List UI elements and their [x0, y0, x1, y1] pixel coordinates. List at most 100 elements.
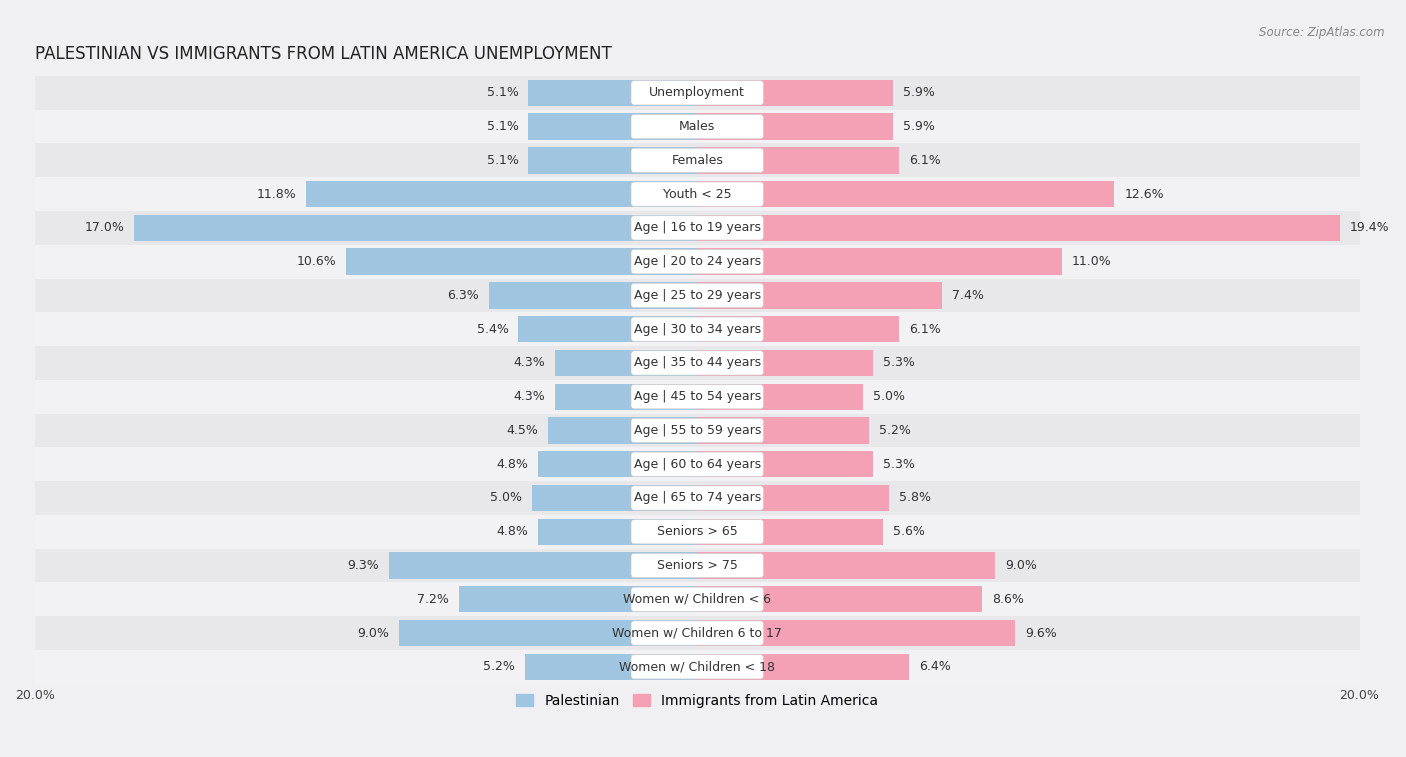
- FancyBboxPatch shape: [631, 148, 763, 173]
- Bar: [697, 586, 981, 612]
- Text: 6.1%: 6.1%: [910, 322, 941, 335]
- Text: 9.0%: 9.0%: [1005, 559, 1038, 572]
- Bar: [519, 316, 697, 342]
- FancyBboxPatch shape: [631, 452, 763, 476]
- Text: 9.3%: 9.3%: [347, 559, 380, 572]
- Bar: [389, 553, 697, 578]
- Text: 7.4%: 7.4%: [952, 289, 984, 302]
- Text: 8.6%: 8.6%: [993, 593, 1024, 606]
- FancyBboxPatch shape: [631, 114, 763, 139]
- Bar: [489, 282, 697, 309]
- Text: 4.8%: 4.8%: [496, 458, 529, 471]
- Text: Age | 55 to 59 years: Age | 55 to 59 years: [634, 424, 761, 437]
- Bar: [135, 215, 697, 241]
- Bar: [458, 586, 697, 612]
- Text: 11.0%: 11.0%: [1071, 255, 1111, 268]
- Text: 9.6%: 9.6%: [1025, 627, 1057, 640]
- Text: Age | 60 to 64 years: Age | 60 to 64 years: [634, 458, 761, 471]
- FancyBboxPatch shape: [631, 655, 763, 679]
- Text: 5.2%: 5.2%: [484, 660, 515, 673]
- Text: Women w/ Children 6 to 17: Women w/ Children 6 to 17: [612, 627, 782, 640]
- Bar: [697, 181, 1115, 207]
- Text: 10.6%: 10.6%: [297, 255, 336, 268]
- Text: 6.4%: 6.4%: [920, 660, 950, 673]
- Bar: [538, 451, 697, 478]
- Text: Age | 35 to 44 years: Age | 35 to 44 years: [634, 357, 761, 369]
- FancyBboxPatch shape: [631, 621, 763, 645]
- Bar: [35, 549, 1360, 582]
- Text: Age | 25 to 29 years: Age | 25 to 29 years: [634, 289, 761, 302]
- Text: 9.0%: 9.0%: [357, 627, 389, 640]
- FancyBboxPatch shape: [631, 216, 763, 240]
- Bar: [35, 515, 1360, 549]
- Bar: [697, 79, 893, 106]
- FancyBboxPatch shape: [631, 81, 763, 105]
- Bar: [35, 447, 1360, 481]
- Text: 17.0%: 17.0%: [84, 221, 124, 235]
- Text: Unemployment: Unemployment: [650, 86, 745, 99]
- Bar: [35, 481, 1360, 515]
- Bar: [35, 110, 1360, 144]
- Text: 5.0%: 5.0%: [873, 390, 904, 403]
- Bar: [307, 181, 697, 207]
- Bar: [529, 147, 697, 173]
- FancyBboxPatch shape: [631, 182, 763, 206]
- Bar: [35, 413, 1360, 447]
- Text: Source: ZipAtlas.com: Source: ZipAtlas.com: [1260, 26, 1385, 39]
- Text: 5.3%: 5.3%: [883, 458, 914, 471]
- Bar: [35, 177, 1360, 211]
- Text: 5.0%: 5.0%: [489, 491, 522, 504]
- Text: 5.1%: 5.1%: [486, 154, 519, 167]
- Bar: [697, 484, 890, 511]
- Bar: [697, 384, 863, 410]
- Bar: [697, 114, 893, 140]
- Text: 11.8%: 11.8%: [257, 188, 297, 201]
- FancyBboxPatch shape: [631, 419, 763, 443]
- Text: 5.2%: 5.2%: [879, 424, 911, 437]
- Text: 5.1%: 5.1%: [486, 120, 519, 133]
- Bar: [35, 245, 1360, 279]
- Bar: [697, 451, 873, 478]
- FancyBboxPatch shape: [631, 553, 763, 578]
- Text: 5.3%: 5.3%: [883, 357, 914, 369]
- Text: 6.3%: 6.3%: [447, 289, 478, 302]
- Bar: [346, 248, 697, 275]
- Text: Age | 16 to 19 years: Age | 16 to 19 years: [634, 221, 761, 235]
- Bar: [399, 620, 697, 646]
- Text: Age | 45 to 54 years: Age | 45 to 54 years: [634, 390, 761, 403]
- Bar: [531, 484, 697, 511]
- Bar: [697, 215, 1340, 241]
- Text: 5.9%: 5.9%: [903, 120, 935, 133]
- Text: Women w/ Children < 18: Women w/ Children < 18: [619, 660, 775, 673]
- Bar: [35, 380, 1360, 413]
- Bar: [697, 620, 1015, 646]
- FancyBboxPatch shape: [631, 385, 763, 409]
- Bar: [35, 616, 1360, 650]
- Text: 7.2%: 7.2%: [418, 593, 449, 606]
- Bar: [697, 282, 942, 309]
- Bar: [35, 76, 1360, 110]
- Bar: [697, 147, 900, 173]
- Bar: [35, 313, 1360, 346]
- Bar: [555, 384, 697, 410]
- Text: Seniors > 65: Seniors > 65: [657, 525, 738, 538]
- FancyBboxPatch shape: [631, 350, 763, 375]
- Text: 5.1%: 5.1%: [486, 86, 519, 99]
- Bar: [524, 653, 697, 680]
- Bar: [35, 582, 1360, 616]
- Text: Females: Females: [671, 154, 723, 167]
- Bar: [538, 519, 697, 545]
- Bar: [697, 350, 873, 376]
- Legend: Palestinian, Immigrants from Latin America: Palestinian, Immigrants from Latin Ameri…: [510, 688, 883, 713]
- Bar: [35, 144, 1360, 177]
- Bar: [35, 279, 1360, 313]
- FancyBboxPatch shape: [631, 250, 763, 274]
- Bar: [697, 519, 883, 545]
- Text: Women w/ Children < 6: Women w/ Children < 6: [623, 593, 772, 606]
- Text: 4.3%: 4.3%: [513, 390, 546, 403]
- FancyBboxPatch shape: [631, 486, 763, 510]
- FancyBboxPatch shape: [631, 519, 763, 544]
- Bar: [35, 346, 1360, 380]
- Text: 5.4%: 5.4%: [477, 322, 509, 335]
- Bar: [697, 316, 900, 342]
